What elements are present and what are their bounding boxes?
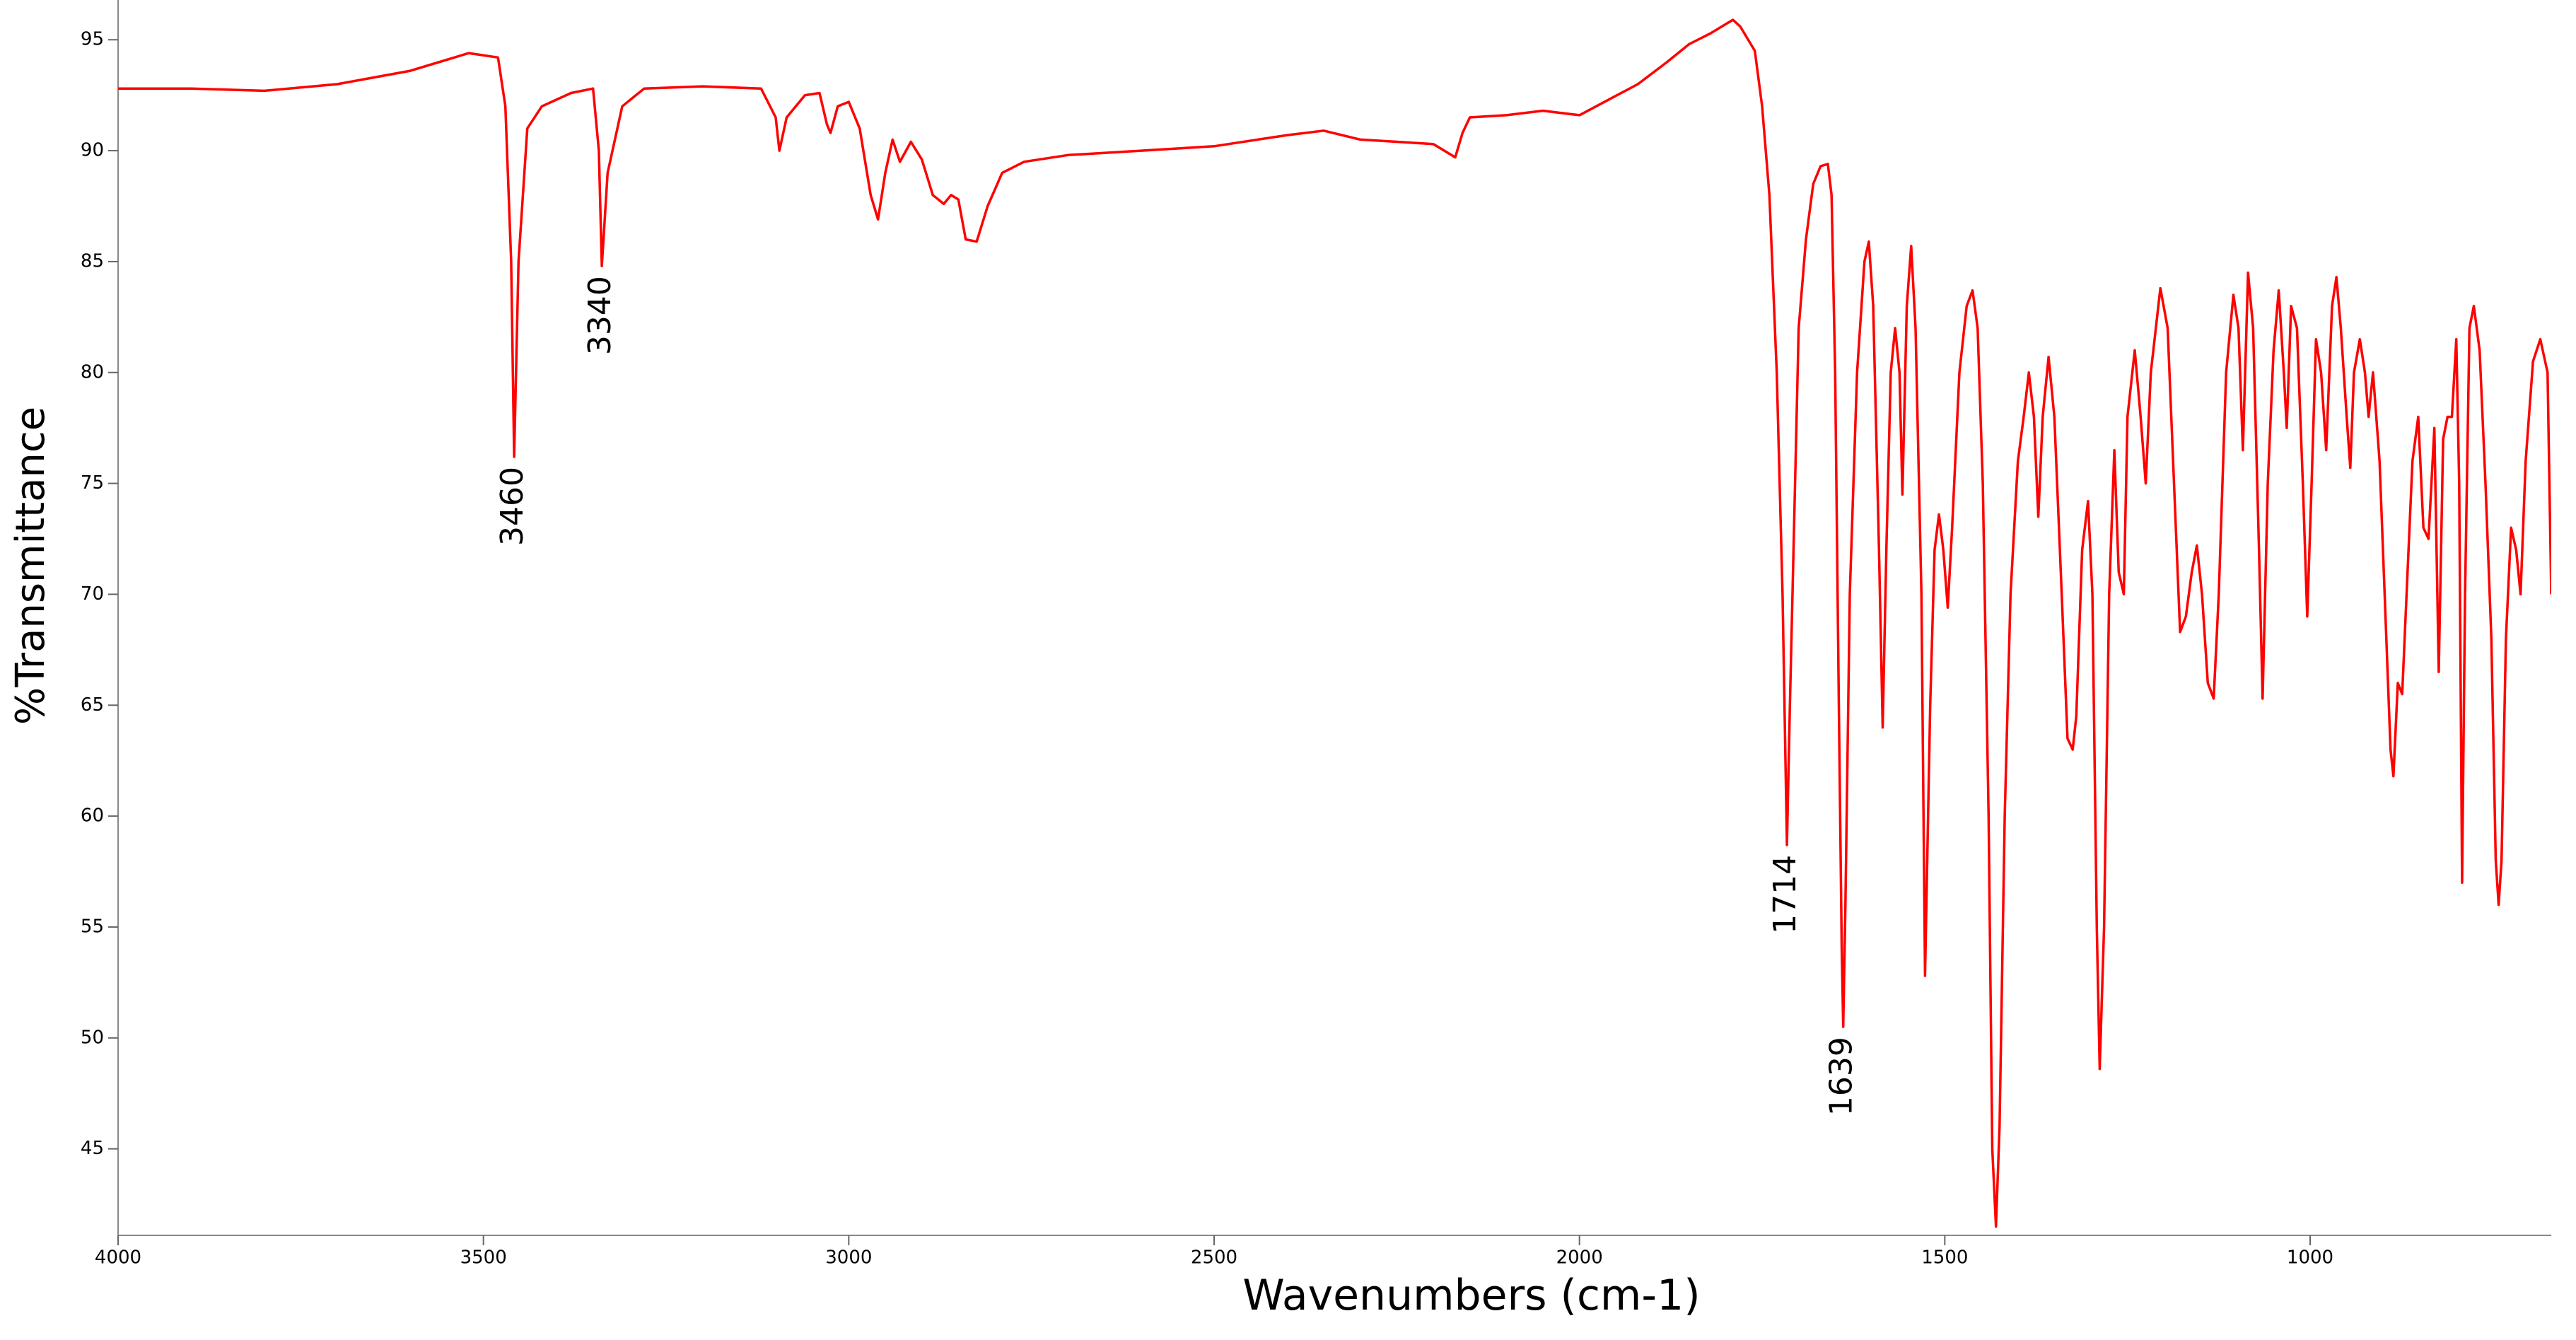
x-tick-label: 3000 bbox=[825, 1247, 872, 1269]
x-tick-label: 4000 bbox=[95, 1247, 141, 1269]
y-tick-label: 65 bbox=[81, 694, 104, 716]
spectrum-line bbox=[118, 18, 2551, 1228]
x-tick-label: 1000 bbox=[2287, 1247, 2333, 1269]
y-tick-label: 80 bbox=[81, 361, 104, 383]
y-tick-label: 95 bbox=[81, 29, 104, 50]
y-tick-label: 60 bbox=[81, 805, 104, 827]
y-tick-label: 70 bbox=[81, 583, 104, 605]
y-axis-title: %Transmittance bbox=[8, 407, 54, 725]
x-tick-label: 3500 bbox=[460, 1247, 507, 1269]
peak-label: 3340 bbox=[582, 276, 618, 355]
y-tick-label: 50 bbox=[81, 1027, 104, 1048]
x-tick-label: 1500 bbox=[1921, 1247, 1968, 1269]
y-tick-label: 90 bbox=[81, 140, 104, 161]
peak-label: 1714 bbox=[1767, 855, 1803, 934]
y-tick-label: 45 bbox=[81, 1138, 104, 1159]
x-tick-label: 2500 bbox=[1191, 1247, 1237, 1269]
y-tick-label: 85 bbox=[81, 250, 104, 272]
y-tick-label: 75 bbox=[81, 472, 104, 494]
y-tick-label: 55 bbox=[81, 916, 104, 937]
peak-label: 3460 bbox=[494, 467, 530, 546]
x-axis-title: Wavenumbers (cm-1) bbox=[1242, 1271, 1700, 1320]
peak-label: 1639 bbox=[1824, 1037, 1860, 1116]
x-tick-label: 2000 bbox=[1556, 1247, 1603, 1269]
